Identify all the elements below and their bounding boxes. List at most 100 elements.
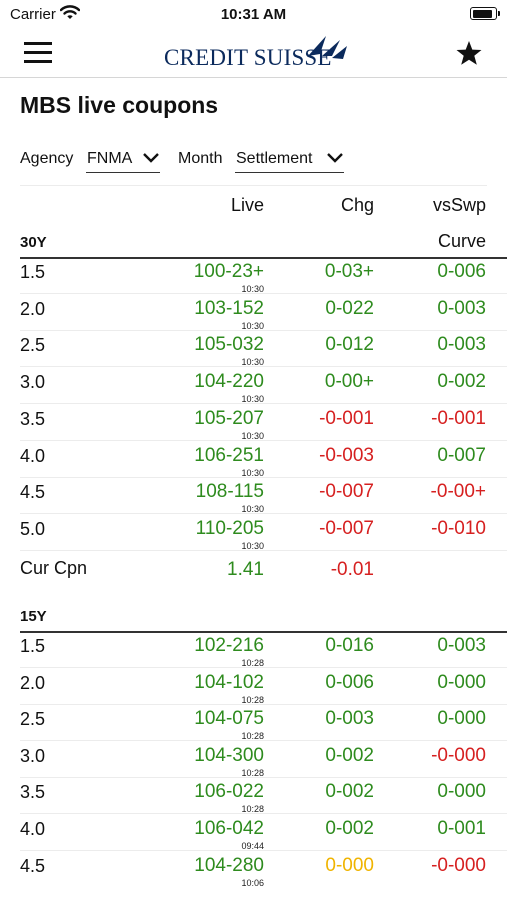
status-time: 10:31 AM	[220, 6, 287, 23]
change-value: 0-003	[325, 708, 374, 730]
price-timestamp: 10:30	[241, 540, 264, 551]
vs-swap-value: 0-003	[437, 635, 486, 656]
coupon-label: 4.0	[20, 819, 46, 839]
table-row[interactable]: 1.5 102-216 10:28 0-016 0-003	[20, 632, 507, 668]
table-row[interactable]: 2.0 103-152 10:30 0-022 0-003	[20, 295, 507, 331]
agency-label: Agency	[20, 150, 74, 167]
coupon-label: 5.0	[20, 518, 46, 539]
navigation-bar: CREDIT SUISSE	[0, 30, 507, 78]
vs-swap-value: 0-000	[437, 708, 486, 730]
vs-swap-value: 0-000	[437, 781, 486, 803]
vs-swap-value: -0-010	[431, 517, 486, 539]
coupon-label: 3.5	[20, 782, 46, 803]
live-price: 106-251	[194, 444, 264, 466]
live-price: 105-207	[194, 407, 264, 429]
change-value: 0-012	[325, 334, 374, 356]
change-value: 0-022	[325, 297, 374, 319]
vs-swap-value: -0-00+	[430, 481, 486, 503]
column-header-vsswp: vsSwp	[432, 195, 486, 215]
table-row[interactable]: 1.5 100-23+ 10:30 0-03+ 0-006	[20, 258, 507, 294]
table-row[interactable]: 2.5 105-032 10:30 0-012 0-003	[20, 331, 507, 368]
agency-value: FNMA	[87, 150, 133, 167]
price-timestamp: 10:30	[241, 394, 264, 405]
sails-icon	[308, 36, 347, 59]
page-title: MBS live coupons	[20, 92, 219, 118]
live-price: 108-115	[195, 481, 264, 503]
price-timestamp: 10:30	[241, 504, 264, 515]
star-icon	[456, 41, 482, 65]
live-price: 104-075	[194, 708, 264, 730]
current-coupon-label: Cur Cpn	[20, 558, 88, 578]
table-row[interactable]: 2.0 104-102 10:28 0-006 0-000	[20, 669, 507, 705]
price-timestamp: 10:30	[241, 430, 264, 441]
credit-suisse-logo: CREDIT SUISSE	[163, 34, 348, 74]
chevron-down-icon	[143, 153, 159, 163]
change-value: -0-003	[319, 444, 374, 466]
section-title-30y: 30Y	[20, 234, 47, 251]
section-divider	[20, 257, 507, 259]
vs-swap-value: 0-003	[437, 334, 486, 356]
coupon-label: 3.5	[20, 408, 46, 429]
wifi-icon	[59, 5, 81, 25]
live-price: 103-152	[194, 297, 264, 319]
menu-button[interactable]	[24, 38, 54, 66]
table-row[interactable]: 4.5 104-280 10:06 0-000 -0-000	[20, 852, 507, 888]
price-timestamp: 10:28	[241, 658, 264, 668]
price-timestamp: 10:30	[241, 357, 264, 368]
coupon-label: 2.0	[20, 672, 46, 693]
status-bar: Carrier 10:31 AM	[0, 0, 507, 30]
price-timestamp: 10:28	[241, 731, 264, 742]
price-timestamp: 10:06	[241, 877, 264, 888]
coupon-label: 1.5	[20, 262, 46, 282]
vs-swap-value: -0-000	[431, 744, 486, 766]
current-coupon-row[interactable]: Cur Cpn 1.41 -0.01	[20, 554, 507, 590]
price-timestamp: 10:28	[241, 694, 264, 705]
table-row[interactable]: 4.0 106-251 10:30 -0-003 0-007	[20, 442, 507, 478]
change-value: 0-00+	[324, 371, 374, 393]
live-price: 100-23+	[193, 261, 264, 282]
table-row[interactable]: 2.5 104-075 10:28 0-003 0-000	[20, 705, 507, 742]
divider	[20, 185, 487, 186]
vs-swap-value: 0-001	[437, 818, 486, 839]
column-header-chg: Chg	[340, 195, 374, 215]
live-price: 106-022	[194, 781, 264, 803]
change-value: 0-002	[325, 818, 374, 839]
coupon-label: 3.0	[20, 372, 46, 393]
price-timestamp: 10:30	[241, 320, 264, 331]
live-price: 104-102	[194, 671, 264, 693]
coupon-label: 1.5	[20, 636, 46, 656]
price-timestamp: 10:28	[241, 804, 264, 815]
coupon-label: 4.5	[20, 855, 46, 876]
column-header-curve: Curve	[437, 231, 486, 251]
live-price: 110-205	[195, 517, 264, 539]
coupon-label: 4.0	[20, 445, 46, 466]
price-timestamp: 10:30	[241, 467, 264, 478]
month-dropdown[interactable]: Settlement	[235, 146, 344, 173]
coupon-label: 2.0	[20, 298, 46, 319]
agency-dropdown[interactable]: FNMA	[86, 146, 160, 173]
chevron-down-icon	[327, 153, 343, 163]
live-price: 102-216	[194, 635, 264, 656]
live-price: 104-300	[194, 744, 264, 766]
table-row[interactable]: 4.0 106-042 09:44 0-002 0-001	[20, 815, 507, 851]
price-timestamp: 10:28	[241, 767, 264, 778]
table-row[interactable]: 4.5 108-115 10:30 -0-007 -0-00+	[20, 478, 507, 515]
favorite-button[interactable]	[455, 40, 483, 72]
table-row[interactable]: 3.5 105-207 10:30 -0-001 -0-001	[20, 405, 507, 441]
table-row[interactable]: 3.0 104-220 10:30 0-00+ 0-002	[20, 368, 507, 405]
table-row[interactable]: 3.0 104-300 10:28 0-002 -0-000	[20, 742, 507, 778]
change-value: -0-007	[319, 517, 374, 539]
table-row[interactable]: 5.0 110-205 10:30 -0-007 -0-010	[20, 515, 507, 551]
table-row[interactable]: 3.5 106-022 10:28 0-002 0-000	[20, 778, 507, 815]
logo-wordmark: CREDIT SUISSE	[164, 45, 332, 70]
change-value: 0-006	[325, 671, 374, 693]
vs-swap-value: 0-000	[437, 671, 486, 693]
battery-icon	[470, 7, 500, 20]
month-value: Settlement	[236, 150, 313, 167]
live-price: 105-032	[194, 334, 264, 356]
vs-swap-value: 0-003	[437, 297, 486, 319]
coupon-label: 2.5	[20, 709, 46, 730]
change-value: 0-03+	[324, 261, 374, 282]
change-value: 0-002	[325, 744, 374, 766]
live-price: 104-280	[194, 854, 264, 876]
